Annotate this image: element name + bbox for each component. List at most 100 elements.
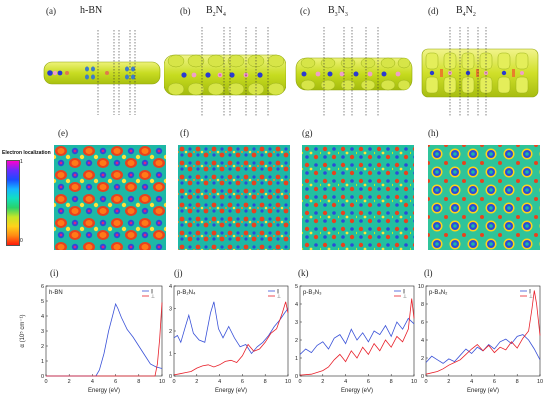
absorption-plot-l: 0 2 4 6 8 10 0 2 4 6 8 10 Energy (eV) p-B₄N₂ ∥ ⊥ [410, 280, 548, 405]
y-tick-label: 6 [41, 284, 44, 290]
y-tick-label: 3 [41, 329, 44, 335]
y-tick-label: 5 [295, 284, 298, 290]
y-tick-label: 2 [41, 344, 44, 350]
elf-map-h [428, 145, 540, 250]
panel-c-title: B3N3 [328, 5, 348, 18]
panel-d-letter: (d) [428, 6, 439, 16]
x-tick-label: 10 [159, 379, 165, 385]
panel-l-letter: (l) [424, 268, 433, 278]
x-axis-label: Energy (eV) [215, 388, 247, 394]
legend-label-perpendicular: ⊥ [277, 294, 281, 299]
y-tick-label: 0 [41, 374, 44, 380]
elf-map-e [54, 145, 166, 250]
x-tick-label: 6 [114, 379, 117, 385]
absorption-plot-i: 0 2 4 6 8 10 0 1 2 3 4 5 6 Energy (eV) α (10⁵ cm⁻¹) h-B… [0, 280, 168, 405]
x-tick-label: 8 [137, 379, 140, 385]
x-axis-label: Energy (eV) [467, 388, 499, 394]
x-tick-label: 2 [195, 379, 198, 385]
panel-f-letter: (f) [180, 128, 189, 138]
series-line-perpendicular [425, 290, 541, 375]
y-tick-label: 4 [421, 338, 424, 344]
y-tick-label: 1 [169, 352, 172, 358]
elf-map-f [178, 145, 290, 250]
elf-colorbar [6, 160, 20, 246]
panel-g-letter: (g) [302, 128, 313, 138]
x-axis-label: Energy (eV) [88, 388, 120, 394]
y-tick-label: 4 [295, 302, 298, 308]
y-tick-label: 3 [169, 307, 172, 313]
x-tick-label: 0 [44, 379, 47, 385]
y-tick-label: 6 [421, 320, 424, 326]
legend-label-perpendicular: ⊥ [529, 294, 533, 299]
panel-c-letter: (c) [300, 6, 310, 16]
y-tick-label: 4 [41, 314, 44, 320]
plot-title: p-B₂N₄ [177, 290, 196, 296]
colorbar-title: Electron localization [2, 150, 51, 156]
y-tick-label: 2 [169, 329, 172, 335]
x-tick-label: 10 [411, 379, 417, 385]
x-tick-label: 2 [447, 379, 450, 385]
colorbar-min-label: 0 [20, 238, 23, 244]
y-tick-label: 2 [295, 338, 298, 344]
x-tick-label: 0 [424, 379, 427, 385]
x-tick-label: 0 [172, 379, 175, 385]
series-line-parallel [46, 302, 163, 377]
y-tick-label: 1 [41, 359, 44, 365]
x-axis-label: Energy (eV) [341, 388, 373, 394]
x-tick-label: 10 [285, 379, 291, 385]
x-tick-label: 8 [390, 379, 393, 385]
elf-map-g [302, 145, 414, 250]
plot-title: p-B₃N₃ [303, 290, 322, 296]
y-tick-label: 4 [169, 284, 172, 290]
plot-frame [425, 285, 541, 377]
plot-frame [299, 285, 415, 377]
x-tick-label: 0 [298, 379, 301, 385]
y-tick-label: 0 [295, 374, 298, 380]
series-line-perpendicular [299, 298, 415, 376]
legend-label-parallel: ∥ [529, 289, 531, 295]
structure-a-image [42, 25, 162, 120]
y-tick-label: 3 [295, 320, 298, 326]
x-tick-label: 10 [537, 379, 543, 385]
panel-a-letter: (a) [46, 6, 56, 16]
x-tick-label: 4 [470, 379, 473, 385]
series-line-perpendicular [46, 302, 163, 377]
y-tick-label: 2 [421, 356, 424, 362]
panel-k-letter: (k) [298, 268, 309, 278]
structure-b-image [163, 25, 287, 120]
series-line-parallel [173, 301, 289, 355]
x-tick-label: 8 [264, 379, 267, 385]
legend-label-parallel: ∥ [277, 289, 279, 295]
plot-title: p-B₄N₂ [429, 290, 448, 296]
legend-label-parallel: ∥ [403, 289, 405, 295]
panel-b-title: B2N4 [206, 5, 226, 18]
y-tick-label: 1 [295, 356, 298, 362]
y-tick-label: 5 [41, 299, 44, 305]
series-line-perpendicular [173, 301, 289, 376]
x-tick-label: 6 [367, 379, 370, 385]
x-tick-label: 4 [344, 379, 347, 385]
legend-label-parallel: ∥ [151, 289, 153, 295]
x-tick-label: 6 [241, 379, 244, 385]
y-axis-label: α (10⁵ cm⁻¹) [19, 314, 26, 347]
absorption-plot-j: 0 2 4 6 8 10 0 1 2 3 4 Energy (eV) p-B₂N₄ ∥ ⊥ [160, 280, 294, 405]
panel-d-title: B4N2 [456, 5, 476, 18]
x-tick-label: 2 [68, 379, 71, 385]
x-tick-label: 2 [321, 379, 324, 385]
x-tick-label: 8 [516, 379, 519, 385]
y-tick-label: 10 [418, 284, 424, 290]
series-line-parallel [299, 317, 415, 355]
x-tick-label: 6 [493, 379, 496, 385]
plot-title: h-BN [49, 290, 63, 296]
panel-a-title: h-BN [80, 5, 103, 16]
legend-label-perpendicular: ⊥ [151, 294, 155, 299]
structure-c-image [294, 25, 414, 120]
panel-h-letter: (h) [428, 128, 439, 138]
panel-e-letter: (e) [58, 128, 68, 138]
colorbar-max-label: 1 [20, 159, 23, 165]
absorption-plot-k: 0 2 4 6 8 10 0 1 2 3 4 5 Energy (eV) p-B₃N₃ ∥ ⊥ [286, 280, 420, 405]
y-tick-label: 8 [421, 302, 424, 308]
panel-b-letter: (b) [180, 6, 191, 16]
x-tick-label: 4 [91, 379, 94, 385]
panel-i-letter: (i) [50, 268, 59, 278]
